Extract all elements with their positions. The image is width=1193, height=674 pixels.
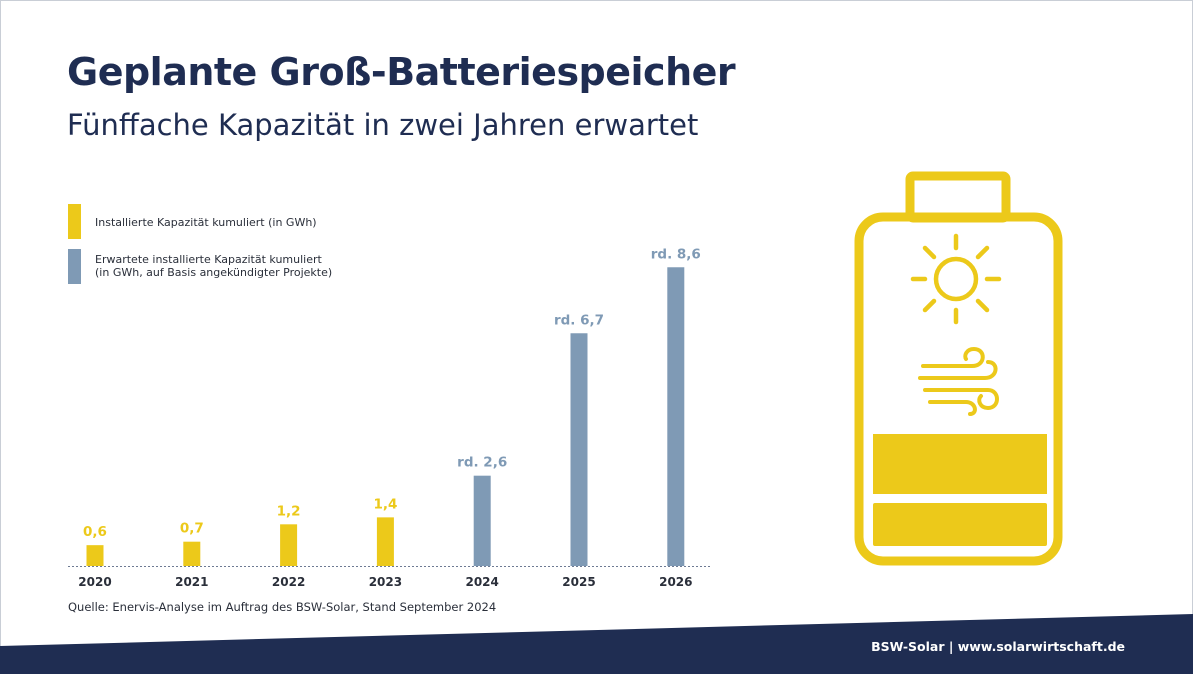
x-tick-label-2022: 2022 [272, 575, 305, 589]
x-tick-label-2021: 2021 [175, 575, 208, 589]
x-tick-label-2026: 2026 [659, 575, 692, 589]
data-label-2024: rd. 2,6 [457, 455, 507, 471]
x-tick-label-2020: 2020 [78, 575, 111, 589]
data-label-2023: 1,4 [373, 496, 397, 512]
x-tick-label-2023: 2023 [369, 575, 402, 589]
x-tick-label-2025: 2025 [562, 575, 595, 589]
bar-2021 [183, 541, 201, 566]
battery-level-bar-lower [873, 503, 1047, 546]
footer-credit: BSW-Solar | www.solarwirtschaft.de [871, 639, 1125, 654]
footer-band [0, 614, 1193, 674]
data-label-2025: rd. 6,7 [554, 312, 604, 328]
wind-icon [918, 346, 999, 416]
bar-2020 [86, 545, 104, 566]
source-note: Quelle: Enervis-Analyse im Auftrag des B… [68, 600, 497, 614]
bar-2023 [376, 517, 394, 566]
battery-icon [854, 171, 1063, 566]
page-subtitle: Fünffache Kapazität in zwei Jahren erwar… [67, 108, 699, 142]
legend-label-expected: Erwartete installierte Kapazität kumulie… [95, 253, 333, 279]
sun-icon [910, 233, 1002, 325]
page-title: Geplante Groß-Batteriespeicher [67, 50, 736, 94]
legend-swatch-installed [68, 204, 81, 239]
data-label-2020: 0,6 [83, 524, 107, 540]
bar-2025 [570, 333, 588, 566]
battery-terminal [905, 171, 1011, 223]
bar-2026 [667, 267, 685, 566]
bar-2022 [280, 524, 298, 566]
bar-2024 [473, 475, 491, 566]
legend-label-installed: Installierte Kapazität kumuliert (in GWh… [95, 216, 317, 229]
data-label-2021: 0,7 [180, 521, 204, 537]
battery-level-bar-upper [873, 434, 1047, 494]
data-label-2026: rd. 8,6 [651, 246, 701, 262]
x-tick-label-2024: 2024 [465, 575, 498, 589]
legend-swatch-expected [68, 249, 81, 284]
data-label-2022: 1,2 [277, 503, 301, 519]
battery-body [854, 212, 1063, 566]
